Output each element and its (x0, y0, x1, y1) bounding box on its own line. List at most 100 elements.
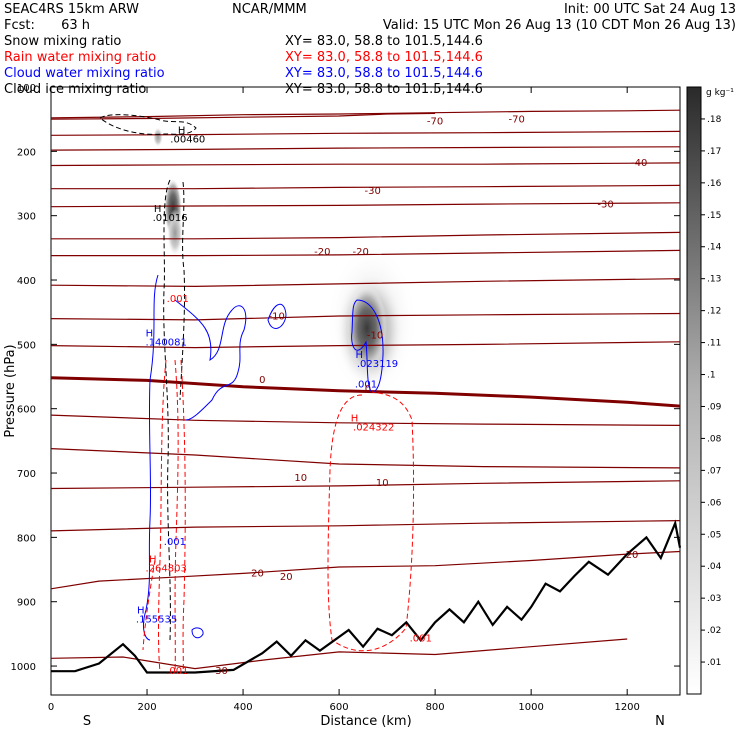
x-tick-label-0: 0 (48, 702, 54, 713)
colorbar-tick-label-4: .05 (707, 530, 721, 540)
plot-label-24: -30 (597, 199, 613, 210)
isotherm-8 (51, 249, 681, 257)
y-tick-label-1: 300 (17, 212, 36, 223)
plot-label-2: H (154, 204, 162, 215)
x-tick-label-6: 1200 (614, 702, 639, 713)
colorbar-tick-label-11: .12 (707, 307, 721, 317)
plot-label-7: H (356, 350, 364, 361)
isotherm-10 (50, 312, 681, 321)
x-tick-label-4: 800 (426, 702, 445, 713)
x-tick-label-5: 1000 (518, 702, 543, 713)
colorbar-tick-label-13: .14 (707, 243, 722, 253)
x-axis-left-end: S (83, 714, 91, 729)
plot-label-13: .001 (164, 537, 186, 548)
cloud-ice-contour-column (163, 179, 171, 641)
x-tick-label-3: 600 (330, 702, 349, 713)
plot-label-0: H (178, 125, 186, 136)
axes: 0 200 400 600 800 1000 12002003004005006007008… (11, 83, 680, 713)
plot-label-17: .155535 (136, 614, 177, 625)
y-tick-label-6: 800 (17, 533, 36, 544)
x-axis-right-end: N (655, 714, 665, 729)
plot-label-18: .001 (166, 666, 188, 677)
isotherm-3 (50, 146, 681, 151)
isotherm-6 (50, 202, 681, 208)
temperature-contours (50, 109, 681, 670)
cloud-water-contour-low (191, 627, 204, 639)
rain-water-contour-storm (327, 391, 415, 652)
colorbar-tick-label-0: .01 (707, 658, 721, 668)
field-snow-xy: XY= 83.0, 58.8 to 101.5,144.6 (285, 34, 483, 49)
y-tick-label-3: 500 (17, 340, 36, 351)
field-rain-name: Rain water mixing ratio (4, 50, 156, 65)
cloud-ice-contour-column-east (179, 181, 186, 401)
isotherm-17 (50, 550, 681, 590)
y-tick-label-0: 200 (17, 147, 36, 158)
plot-label-10: -10 (367, 331, 383, 342)
colorbar-tick-label-7: .08 (707, 434, 722, 444)
contour-labels: H.00460H.01016.001H.140081H.023119.001-1… (136, 114, 647, 676)
colorbar-tick-label-14: .15 (707, 211, 721, 221)
plot-label-11: H (351, 414, 359, 425)
plot-label-15: .264803 (146, 564, 187, 575)
shade-column-lower (167, 209, 183, 257)
isotherm-12 (50, 376, 681, 408)
forecast-label: Fcst: (4, 18, 35, 33)
field-cloud-ice-xy: XY= 83.0, 58.8 to 101.5,144.6 (285, 82, 483, 97)
colorbar-tick-label-1: .02 (707, 626, 721, 636)
cloud-ice-contour-anvil (99, 114, 197, 135)
y-axis-label: Pressure (hPa) (3, 344, 18, 437)
colorbar-tick-label-12: .13 (707, 275, 721, 285)
plot-label-22: -40 (631, 158, 647, 169)
isotherm-7 (51, 231, 681, 240)
plot-label-6: .140081 (146, 338, 187, 349)
org-title: NCAR/MMM (232, 2, 307, 17)
colorbar-unit: g kg⁻¹ (706, 88, 734, 98)
colorbar-tick-label-9: .1 (707, 371, 716, 381)
plot-label-16: H (137, 605, 145, 616)
y-tick-label-4: 600 (17, 405, 36, 416)
y-tick-label-5: 700 (17, 469, 36, 480)
forecast-hour: 63 h (61, 18, 90, 33)
cloud-water-contour-storm (351, 299, 384, 393)
colorbar: g kg⁻¹ .01 .02 .03 .04 .05 .06 .07 .08 .09 .1 .11.… (686, 86, 734, 695)
isotherm-5 (51, 184, 681, 190)
model-title: SEAC4RS 15km ARW (4, 2, 139, 17)
plot-label-27: -10 (269, 311, 285, 322)
y-tick-label-2: 400 (17, 276, 36, 287)
field-rain-xy: XY= 83.0, 58.8 to 101.5,144.6 (285, 50, 483, 65)
plot-label-28: 0 (259, 375, 265, 386)
plot-label-20: -70 (427, 116, 443, 127)
field-list: Snow mixing ratio XY= 83.0, 58.8 to 101.… (4, 34, 483, 97)
isotherm-13 (50, 414, 681, 426)
isotherm-9 (50, 278, 681, 288)
colorbar-gradient (686, 86, 702, 695)
isotherm-1 (50, 112, 436, 120)
y-tick-label-top: 100 (17, 83, 36, 94)
init-time: Init: 00 UTC Sat 24 Aug 13 (564, 2, 736, 17)
x-tick-label-2: 400 (234, 702, 253, 713)
colorbar-tick-label-5: .06 (707, 498, 722, 508)
plot-label-4: .001 (167, 294, 189, 305)
y-tick-label-7: 900 (17, 598, 36, 609)
shade-anvil (153, 127, 163, 147)
cloud-water-contour-column (143, 274, 247, 641)
plot-label-21: -70 (509, 114, 525, 125)
valid-time: Valid: 15 UTC Mon 26 Aug 13 (10 CDT Mon … (383, 18, 736, 33)
isotherm-4 (50, 162, 681, 167)
isotherm-2 (50, 130, 681, 136)
plot-label-25: -20 (314, 247, 330, 258)
colorbar-tick-label-15: .16 (707, 179, 722, 189)
plot-label-5: H (146, 329, 154, 340)
colorbar-tick-label-6: .07 (707, 466, 721, 476)
plot-label-34: 20 (626, 550, 639, 561)
mixing-ratio-contours (99, 114, 415, 673)
field-cloud-water-name: Cloud water mixing ratio (4, 66, 165, 81)
plot-label-26: -20 (353, 247, 369, 258)
x-axis-label: Distance (km) (320, 714, 411, 729)
isotherm-14 (50, 448, 681, 469)
plot-label-1: .00460 (170, 134, 205, 145)
isotherm-15 (50, 480, 681, 490)
plot-label-23: -30 (365, 186, 381, 197)
colorbar-tick-label-17: .18 (707, 115, 722, 125)
plot-label-8: .023119 (357, 359, 398, 370)
